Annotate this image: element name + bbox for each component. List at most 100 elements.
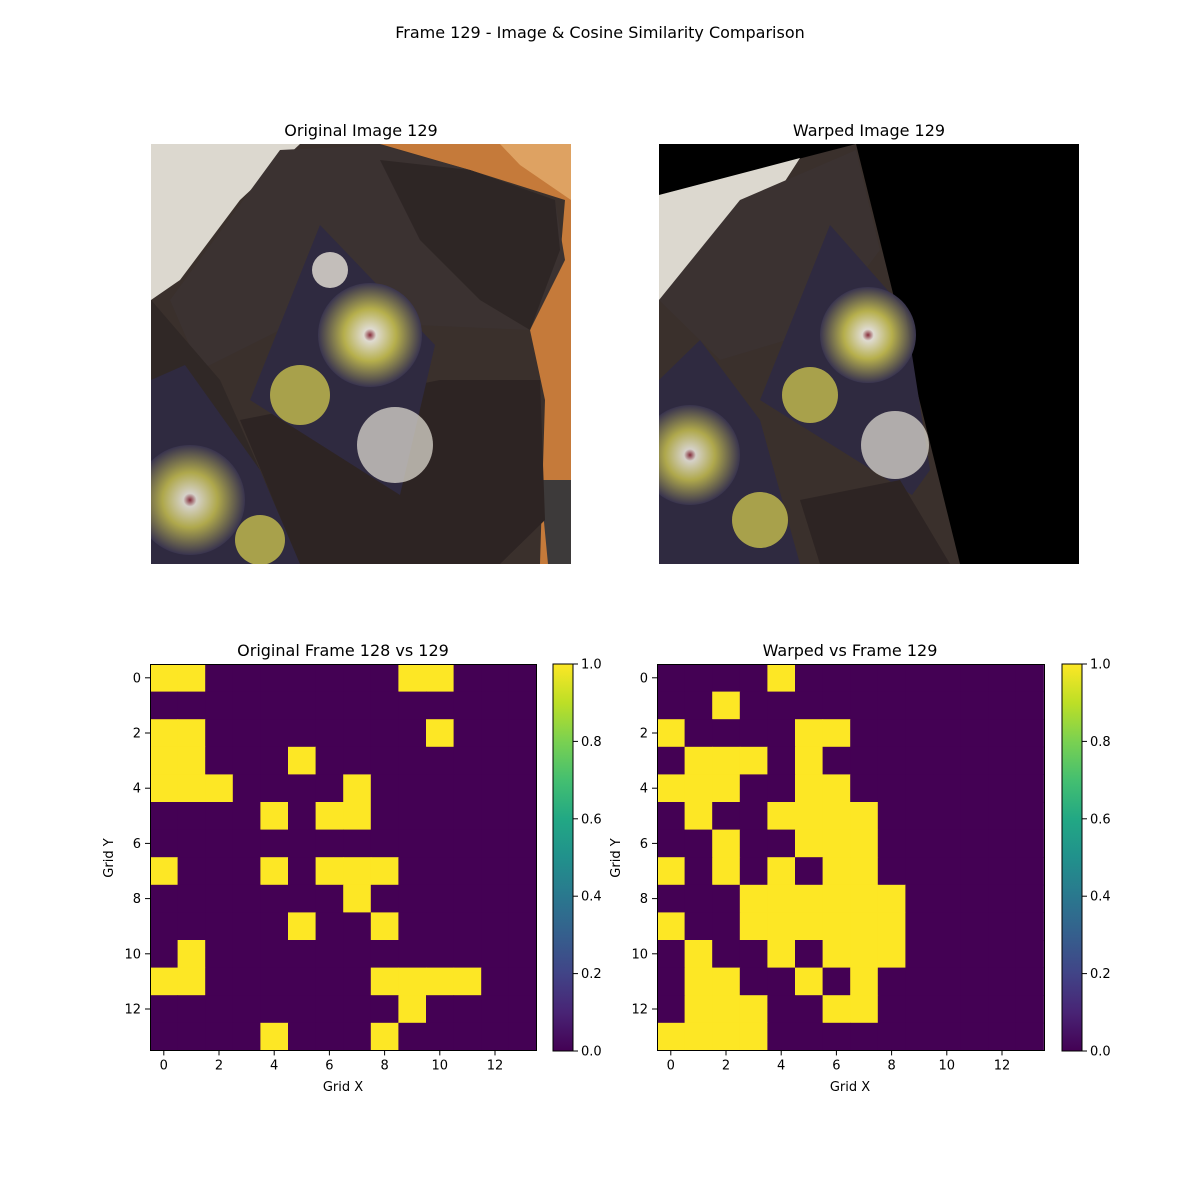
heatmap-cell bbox=[481, 664, 510, 693]
heatmap-cell bbox=[288, 884, 317, 913]
x-tick-label: 10 bbox=[939, 1058, 956, 1073]
heatmap-cell bbox=[315, 719, 344, 748]
heatmap-cell bbox=[657, 857, 686, 886]
heatmap-cell bbox=[453, 802, 482, 831]
heatmap-cell bbox=[933, 967, 962, 996]
heatmap-cell bbox=[398, 691, 427, 720]
heatmap-cell bbox=[315, 691, 344, 720]
heatmap-cell bbox=[453, 857, 482, 886]
y-tick-label: 4 bbox=[133, 782, 141, 797]
heatmap-cell bbox=[426, 912, 455, 941]
heatmap-cell bbox=[288, 829, 317, 858]
heatmap-cell bbox=[988, 857, 1017, 886]
heatmap-cell bbox=[712, 912, 741, 941]
heatmap-cell bbox=[398, 829, 427, 858]
heatmap-cell bbox=[508, 664, 537, 693]
heatmap1-y-ticks: 0 2 4 6 8 10 12 bbox=[124, 671, 150, 1018]
heatmap-cell bbox=[177, 802, 206, 831]
heatmap-cell bbox=[426, 967, 455, 996]
heatmap-cell bbox=[426, 857, 455, 886]
heatmap-cell bbox=[933, 746, 962, 775]
heatmap-cell bbox=[739, 691, 768, 720]
heatmap-cell bbox=[260, 802, 289, 831]
heatmap-cell bbox=[1015, 802, 1044, 831]
heatmap-cell bbox=[850, 857, 879, 886]
heatmap-cell bbox=[232, 967, 261, 996]
heatmap-cell bbox=[205, 719, 234, 748]
heatmap-cell bbox=[905, 967, 934, 996]
y-tick-label: 8 bbox=[640, 892, 648, 907]
heatmap-cell bbox=[933, 912, 962, 941]
heatmap-cell bbox=[795, 664, 824, 693]
heatmap-cell bbox=[150, 884, 179, 913]
heatmap-cell bbox=[315, 829, 344, 858]
heatmap-cell bbox=[822, 746, 851, 775]
heatmap-cell bbox=[712, 774, 741, 803]
heatmap-cell bbox=[398, 774, 427, 803]
heatmap-cell bbox=[370, 940, 399, 969]
heatmap-cell bbox=[657, 829, 686, 858]
heatmap-cell bbox=[1015, 995, 1044, 1024]
heatmap-cell bbox=[877, 995, 906, 1024]
heatmap-cell bbox=[850, 1022, 879, 1051]
colorbar-tick-label: 0.0 bbox=[581, 1045, 602, 1060]
heatmap-cell bbox=[315, 802, 344, 831]
heatmap-cell bbox=[933, 774, 962, 803]
heatmap2-title: Warped vs Frame 129 bbox=[763, 641, 938, 660]
heatmap-cell bbox=[426, 995, 455, 1024]
heatmap-cell bbox=[508, 691, 537, 720]
heatmap-cell bbox=[739, 884, 768, 913]
heatmap-cell bbox=[850, 802, 879, 831]
heatmap-cell bbox=[453, 746, 482, 775]
heatmap-cell bbox=[905, 829, 934, 858]
heatmap-cell bbox=[795, 912, 824, 941]
heatmap-cell bbox=[150, 1022, 179, 1051]
heatmap-cell bbox=[288, 857, 317, 886]
heatmap-cell bbox=[177, 912, 206, 941]
heatmap-cell bbox=[150, 746, 179, 775]
heatmap-cell bbox=[795, 1022, 824, 1051]
heatmap-cell bbox=[905, 995, 934, 1024]
heatmap-cell bbox=[767, 691, 796, 720]
heatmap-cell bbox=[481, 829, 510, 858]
heatmap1-x-ticks: 0 2 4 6 8 10 12 bbox=[160, 1050, 503, 1073]
heatmap-cell bbox=[481, 940, 510, 969]
heatmap-cell bbox=[481, 995, 510, 1024]
heatmap-cell bbox=[933, 829, 962, 858]
heatmap-cell bbox=[712, 719, 741, 748]
heatmap2-colorbar bbox=[1061, 663, 1083, 1052]
heatmap-cell bbox=[877, 664, 906, 693]
heatmap-cell bbox=[684, 719, 713, 748]
heatmap-cell bbox=[205, 884, 234, 913]
heatmap-cell bbox=[905, 746, 934, 775]
heatmap-cell bbox=[877, 884, 906, 913]
heatmap-cell bbox=[426, 1022, 455, 1051]
heatmap1-ylabel: Grid Y bbox=[102, 838, 117, 877]
heatmap-cell bbox=[1015, 884, 1044, 913]
heatmap-cell bbox=[370, 967, 399, 996]
heatmap-cell bbox=[232, 884, 261, 913]
heatmap-cell bbox=[508, 774, 537, 803]
heatmap-cell bbox=[426, 940, 455, 969]
heatmap-cell bbox=[739, 995, 768, 1024]
heatmap-cell bbox=[712, 884, 741, 913]
heatmap-cell bbox=[370, 1022, 399, 1051]
heatmap-cell bbox=[657, 967, 686, 996]
heatmap-cell bbox=[712, 940, 741, 969]
heatmap2-colorbar-ticks: 0.0 0.2 0.4 0.6 0.8 1.0 bbox=[1082, 658, 1111, 1060]
heatmap-cell bbox=[177, 664, 206, 693]
heatmap-cell bbox=[232, 774, 261, 803]
heatmap-cell bbox=[398, 857, 427, 886]
heatmap-cell bbox=[150, 912, 179, 941]
heatmap-cell bbox=[288, 664, 317, 693]
heatmap-cell bbox=[877, 829, 906, 858]
heatmap-cell bbox=[795, 967, 824, 996]
x-tick-label: 4 bbox=[270, 1058, 278, 1073]
heatmap-cell bbox=[684, 967, 713, 996]
heatmap-cell bbox=[150, 664, 179, 693]
heatmap-cell bbox=[315, 995, 344, 1024]
heatmap-cell bbox=[205, 829, 234, 858]
heatmap-cell bbox=[988, 829, 1017, 858]
x-tick-label: 2 bbox=[722, 1058, 730, 1073]
heatmap-cell bbox=[398, 1022, 427, 1051]
